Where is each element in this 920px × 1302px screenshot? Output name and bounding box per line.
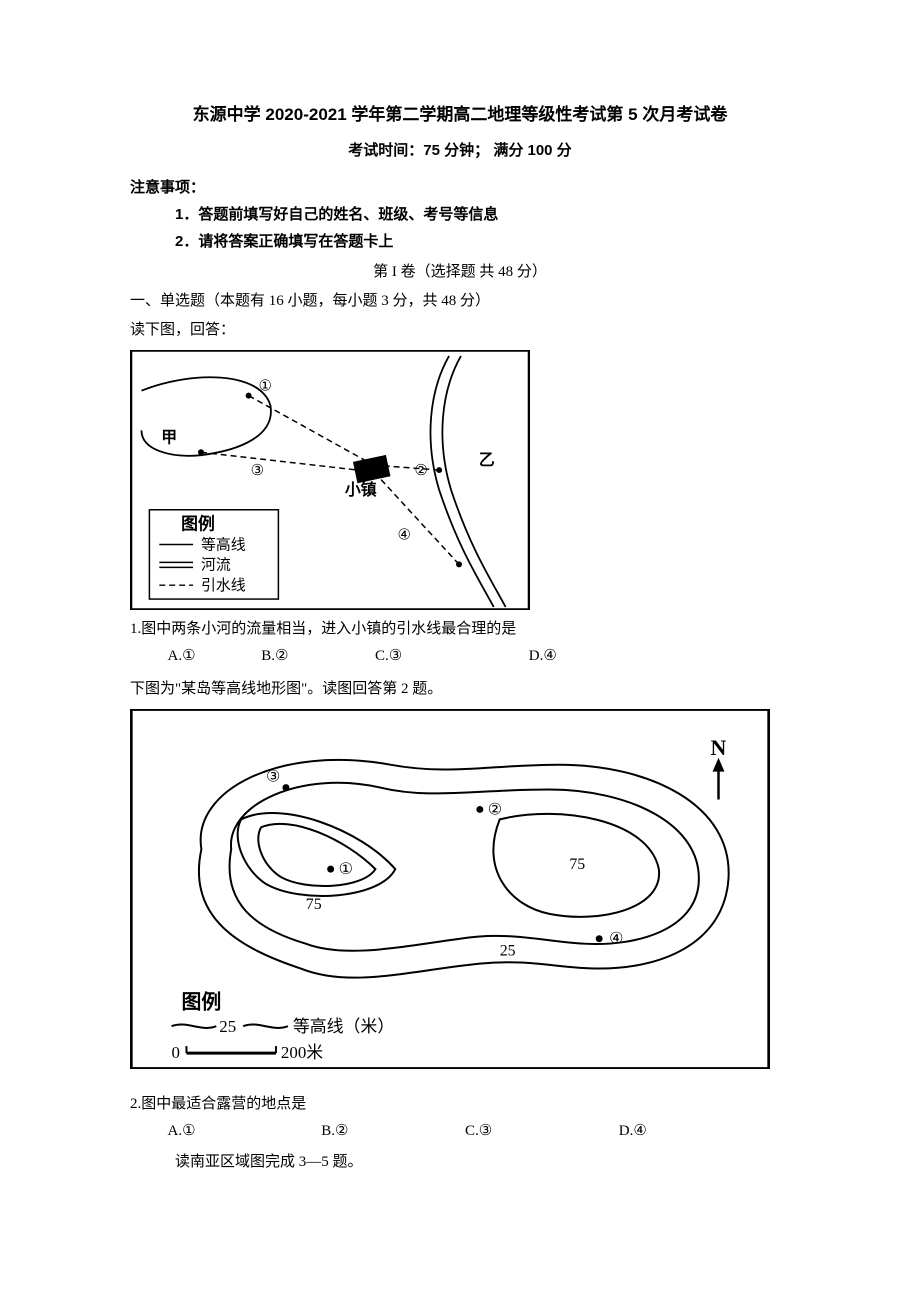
fig1-p1: ① bbox=[259, 378, 272, 394]
fig1-town: 小镇 bbox=[345, 479, 377, 498]
fig2-legend-title: 图例 bbox=[182, 990, 222, 1013]
fig1-p3: ③ bbox=[251, 463, 264, 479]
q1-opt-b: B.② bbox=[261, 643, 371, 670]
q2-opt-d: D.④ bbox=[619, 1118, 647, 1145]
notice-label: 注意事项： bbox=[130, 174, 790, 201]
section-1-title: 第 I 卷（选择题 共 48 分） bbox=[130, 259, 790, 286]
fig2-p1: ① bbox=[339, 861, 353, 878]
fig2-scale-0: 0 bbox=[172, 1043, 180, 1062]
fig2-leg-unit: 等高线（米） bbox=[293, 1017, 394, 1036]
q2-text: 2.图中最适合露营的地点是 bbox=[130, 1091, 790, 1118]
fig1-leg-1: 等高线 bbox=[201, 535, 246, 553]
q1-opt-d: D.④ bbox=[529, 643, 557, 670]
fig2-north: N bbox=[711, 735, 727, 759]
exam-title: 东源中学 2020-2021 学年第二学期高二地理等级性考试第 5 次月考试卷 bbox=[130, 100, 790, 131]
fig2-p4: ④ bbox=[609, 930, 623, 947]
exam-subtitle: 考试时间：75 分钟； 满分 100 分 bbox=[130, 137, 790, 164]
q1-opt-c: C.③ bbox=[375, 643, 525, 670]
fig2-p3: ③ bbox=[266, 768, 280, 785]
q2-opt-b: B.② bbox=[321, 1118, 461, 1145]
fig2-scale-200: 200米 bbox=[281, 1043, 323, 1062]
fig1-intro: 读下图，回答： bbox=[130, 317, 790, 344]
fig1-jia: 甲 bbox=[161, 428, 177, 446]
fig1-yi: 乙 bbox=[479, 452, 495, 469]
fig1-p2: ② bbox=[414, 463, 427, 479]
fig2-intro: 下图为"某岛等高线地形图"。读图回答第 2 题。 bbox=[130, 676, 790, 703]
fig1-leg-3: 引水线 bbox=[201, 577, 246, 594]
fig2-leg-25: 25 bbox=[219, 1017, 236, 1036]
fig1-legend-title: 图例 bbox=[181, 513, 215, 533]
q1-options: A.① B.② C.③ D.④ bbox=[168, 643, 791, 670]
q2-opt-c: C.③ bbox=[465, 1118, 615, 1145]
fig2-c75a: 75 bbox=[306, 895, 322, 912]
mcq-intro: 一、单选题（本题有 16 小题，每小题 3 分，共 48 分） bbox=[130, 288, 790, 315]
footer-instruction: 读南亚区域图完成 3—5 题。 bbox=[175, 1149, 790, 1176]
fig2-c25: 25 bbox=[500, 942, 516, 959]
notice-1: 1．答题前填写好自己的姓名、班级、考号等信息 bbox=[175, 201, 790, 228]
fig1-leg-2: 河流 bbox=[201, 556, 231, 573]
figure-1-map: ① ② ③ ④ 甲 乙 小镇 图例 等高线 河流 引水线 bbox=[130, 350, 530, 610]
fig2-c75b: 75 bbox=[569, 856, 585, 873]
q1-text: 1.图中两条小河的流量相当，进入小镇的引水线最合理的是 bbox=[130, 616, 790, 643]
fig1-p4: ④ bbox=[397, 527, 410, 543]
figure-2-contour-map: 75 75 25 ① ② ③ ④ N 图例 25 等高线（米） 0 200米 bbox=[130, 709, 770, 1069]
q2-opt-a: A.① bbox=[168, 1118, 318, 1145]
notice-2: 2．请将答案正确填写在答题卡上 bbox=[175, 228, 790, 255]
q2-options: A.① B.② C.③ D.④ bbox=[168, 1118, 791, 1145]
q1-opt-a: A.① bbox=[168, 643, 258, 670]
fig2-p2: ② bbox=[488, 801, 502, 818]
